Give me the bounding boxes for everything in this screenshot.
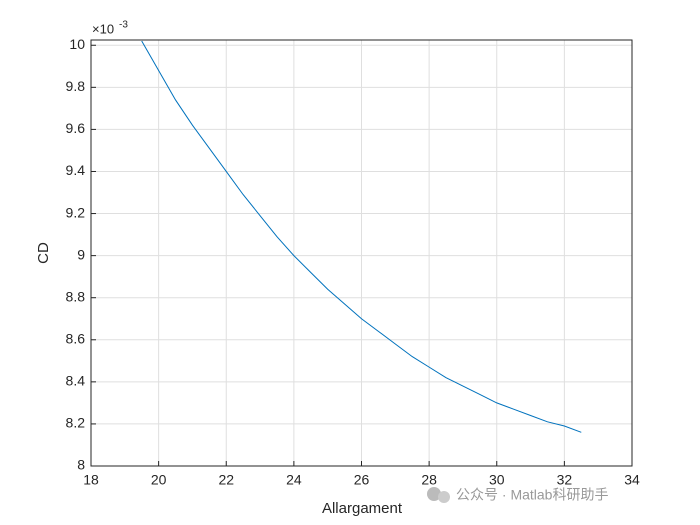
x-tick-label: 22 <box>218 472 234 488</box>
y-tick-label: 10 <box>69 36 85 52</box>
y-tick-label: 8.8 <box>66 288 86 304</box>
data-line <box>141 40 582 433</box>
y-exponent: -3 <box>119 20 128 31</box>
watermark-icon <box>427 487 450 503</box>
x-tick-label: 28 <box>421 472 437 488</box>
x-tick-label: 26 <box>354 472 370 488</box>
y-tick-label: 9.2 <box>66 204 86 220</box>
x-tick-label: 18 <box>83 472 99 488</box>
x-tick-label: 34 <box>624 472 640 488</box>
y-exponent-base: ×10 <box>92 21 114 36</box>
y-tick-label: 8.4 <box>66 373 86 389</box>
x-tick-label: 32 <box>557 472 573 488</box>
plot-frame <box>90 39 633 467</box>
x-tick-label: 24 <box>286 472 302 488</box>
y-tick-label: 9 <box>77 246 85 262</box>
x-tick-label: 30 <box>489 472 505 488</box>
y-tick-label: 9.4 <box>66 162 86 178</box>
x-tick-label: 20 <box>151 472 167 488</box>
y-tick-label: 8.2 <box>66 415 86 431</box>
y-tick-label: 9.8 <box>66 78 86 94</box>
y-axis-label: CD <box>35 242 52 264</box>
watermark: 公众号 · Matlab科研助手 <box>456 487 608 503</box>
y-tick-label: 8.6 <box>66 330 86 346</box>
y-tick-label: 8 <box>77 457 85 473</box>
y-tick-label: 9.6 <box>66 120 86 136</box>
x-axis-label: Allargament <box>322 500 403 517</box>
